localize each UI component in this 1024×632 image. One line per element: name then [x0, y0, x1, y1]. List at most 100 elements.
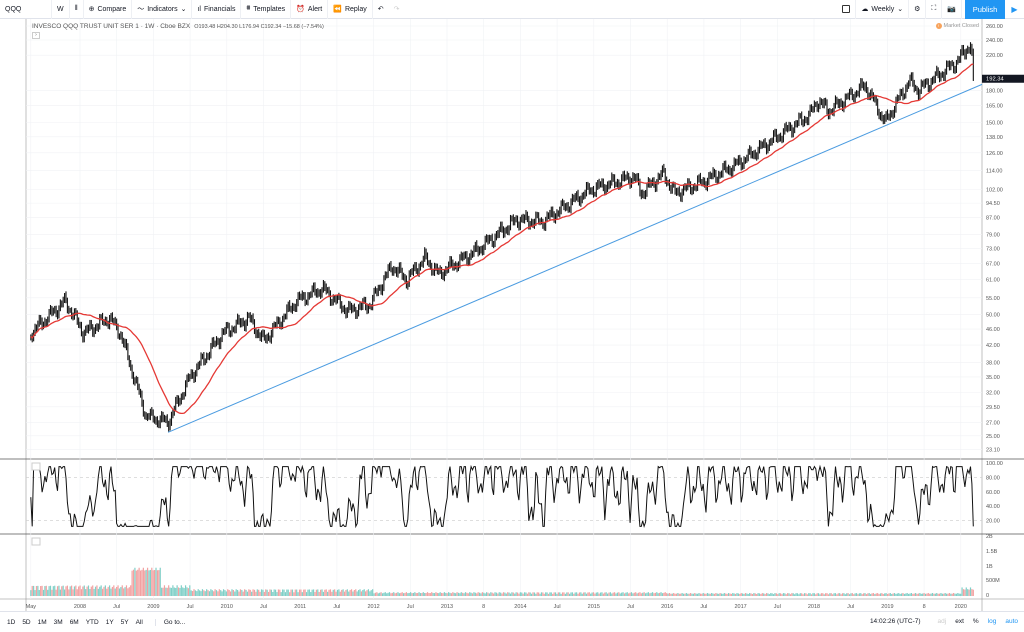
- expand-osc-button: [31, 462, 41, 471]
- chart-canvas[interactable]: 260.00 240.00 220.00 180.00 165.00 150.00 138.…: [0, 19, 1024, 611]
- volume-bar: [446, 593, 448, 596]
- volume-bar: [417, 592, 419, 596]
- select-layout-button[interactable]: [837, 0, 857, 19]
- volume-bar: [802, 594, 804, 596]
- volume-bar: [265, 589, 267, 596]
- price-tick: 114.00: [986, 168, 1002, 174]
- volume-bar: [585, 593, 588, 596]
- volume-bar: [628, 593, 630, 596]
- volume-bar: [957, 592, 959, 596]
- range-1m[interactable]: 1M: [37, 618, 47, 626]
- volume-bar: [103, 586, 105, 596]
- volume-bar: [355, 589, 357, 596]
- volume-bar: [94, 586, 97, 596]
- volume-bar: [893, 593, 896, 596]
- volume-bar: [289, 592, 291, 596]
- indicators-button[interactable]: 〜 Indicators ⌄: [132, 0, 193, 19]
- volume-bar: [767, 593, 769, 596]
- volume-bar: [151, 567, 153, 596]
- settings-button[interactable]: ⚙: [909, 0, 927, 19]
- volume-bar: [839, 593, 841, 596]
- replay-button[interactable]: ⏪ Replay: [328, 0, 373, 19]
- range-5y[interactable]: 5Y: [120, 618, 129, 626]
- time-tick: May: [26, 604, 37, 610]
- volume-bar: [228, 590, 230, 596]
- volume-bar: [799, 593, 801, 596]
- redo-button[interactable]: ↷: [389, 0, 405, 19]
- price-tick: 102.00: [986, 188, 1003, 194]
- templates-label: Templates: [253, 5, 286, 13]
- range-1d[interactable]: 1D: [7, 618, 16, 626]
- volume-bar: [335, 591, 337, 596]
- alert-button[interactable]: ⏰ Alert: [291, 0, 329, 19]
- volume-bar: [279, 589, 281, 596]
- bar-style-button[interactable]: ⫴: [70, 0, 84, 19]
- snapshot-button[interactable]: 📷: [942, 0, 962, 19]
- volume-bar: [542, 592, 544, 596]
- osc-tick: 80.00: [986, 475, 1000, 481]
- volume-bar: [201, 589, 204, 596]
- range-5d[interactable]: 5D: [22, 618, 31, 626]
- volume-bar: [439, 592, 441, 596]
- volume-bar: [623, 593, 626, 596]
- compare-button[interactable]: ⊕ Compare: [84, 0, 133, 19]
- percent-toggle[interactable]: %: [972, 618, 979, 625]
- play-icon[interactable]: ▶: [1011, 5, 1018, 14]
- volume-bar: [286, 589, 288, 596]
- volume-bar: [483, 592, 485, 596]
- adj-toggle[interactable]: adj: [937, 618, 947, 625]
- auto-toggle[interactable]: auto: [1005, 618, 1018, 625]
- volume-bar: [380, 592, 382, 596]
- financials-button[interactable]: ıl Financials: [192, 0, 242, 19]
- volume-bar: [599, 592, 602, 596]
- range-all[interactable]: All: [135, 618, 143, 626]
- volume-bar: [576, 592, 578, 596]
- volume-bar: [222, 589, 225, 596]
- goto-button[interactable]: Go to...: [154, 618, 185, 626]
- volume-bar: [55, 589, 57, 596]
- expand-legend-button[interactable]: ›: [32, 32, 40, 39]
- range-ytd[interactable]: YTD: [85, 618, 99, 626]
- fullscreen-button[interactable]: ⛶: [926, 0, 943, 19]
- volume-bar: [899, 593, 901, 596]
- log-toggle[interactable]: log: [987, 618, 997, 625]
- volume-bar: [393, 592, 395, 596]
- time-tick: 2014: [514, 604, 526, 610]
- undo-button[interactable]: ↶: [373, 0, 389, 19]
- range-3m[interactable]: 3M: [53, 618, 63, 626]
- layout-save-button[interactable]: ☁ Weekly ⌄: [856, 0, 910, 19]
- templates-icon: ⩩: [246, 5, 251, 12]
- volume-bar: [903, 593, 905, 596]
- volume-bar: [113, 585, 115, 596]
- volume-bar: [234, 591, 236, 596]
- volume-bar: [263, 591, 265, 596]
- bottom-toolbar: 1D 5D 1M 3M 6M YTD 1Y 5Y All Go to... 14…: [0, 611, 1024, 632]
- volume-bar: [750, 593, 752, 596]
- templates-button[interactable]: ⩩ Templates: [241, 0, 292, 19]
- volume-bar: [251, 591, 253, 596]
- volume-bar: [139, 570, 142, 596]
- ext-toggle[interactable]: ext: [955, 618, 964, 625]
- volume-bar: [834, 593, 837, 596]
- range-6m[interactable]: 6M: [69, 618, 79, 626]
- publish-button[interactable]: Publish: [965, 0, 1005, 19]
- volume-bar: [681, 592, 683, 596]
- price-tick: 38.00: [986, 361, 1000, 367]
- volume-bar: [342, 589, 344, 596]
- volume-bar: [85, 589, 87, 596]
- volume-bar: [152, 570, 154, 596]
- volume-bar: [217, 591, 219, 596]
- symbol-search[interactable]: QQQ: [0, 0, 52, 19]
- volume-bar: [196, 591, 198, 596]
- range-1y[interactable]: 1Y: [105, 618, 114, 626]
- volume-bar: [463, 593, 465, 596]
- volume-bar: [429, 593, 431, 596]
- volume-bar: [86, 586, 88, 596]
- volume-bar: [931, 593, 934, 596]
- volume-bar: [574, 592, 576, 596]
- interval-button[interactable]: W: [52, 0, 70, 19]
- volume-bar: [639, 592, 641, 596]
- volume-bar: [516, 592, 519, 596]
- volume-bar: [310, 592, 312, 596]
- volume-bar: [314, 591, 316, 596]
